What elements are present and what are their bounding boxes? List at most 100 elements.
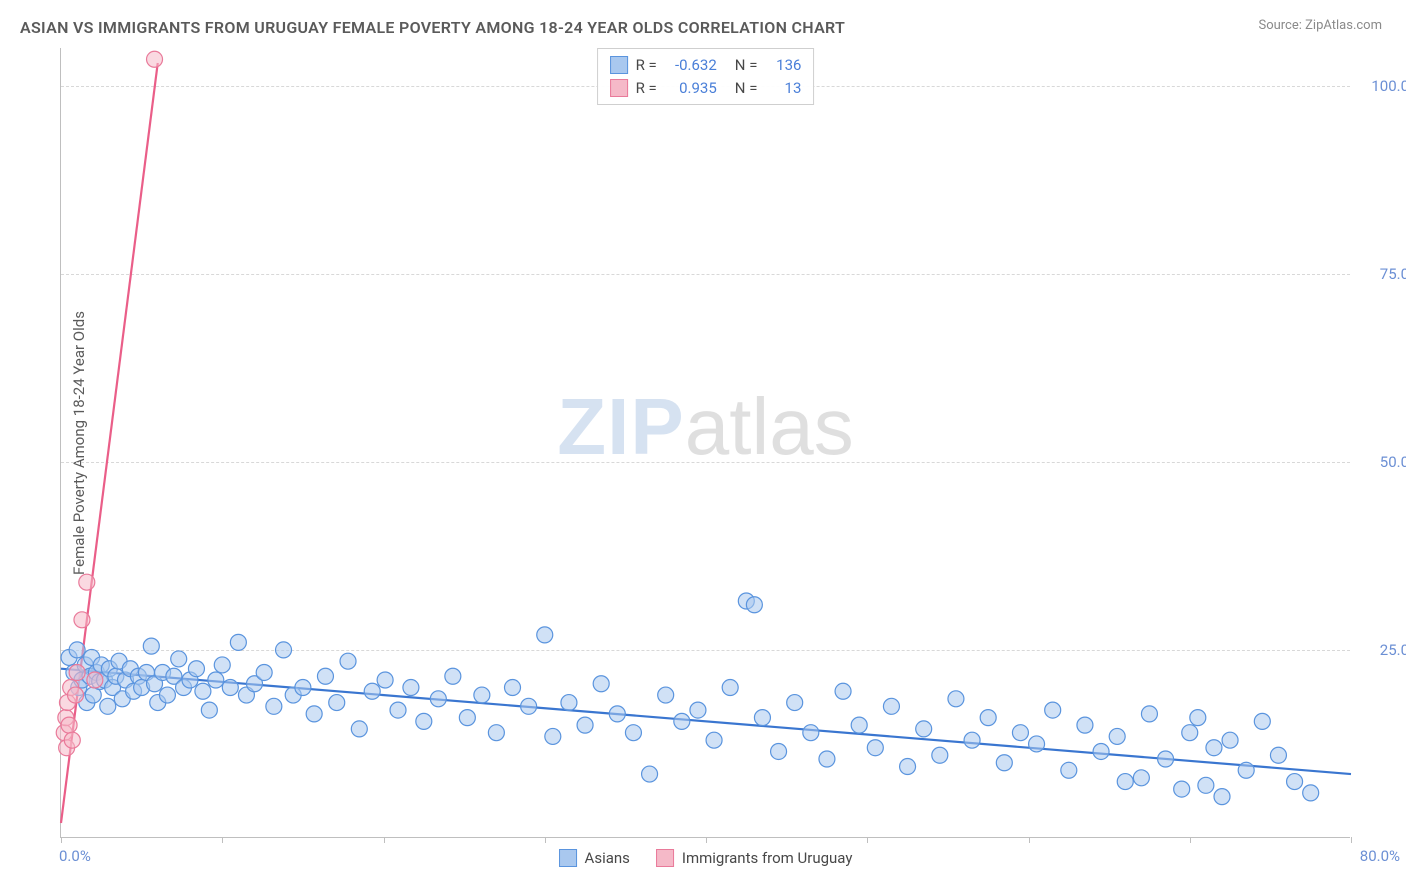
data-point [1190,710,1206,726]
data-point [1029,736,1045,752]
data-point [230,634,246,650]
data-point [1287,774,1303,790]
x-tick-label-min: 0.0% [59,847,91,865]
bottom-legend-item: Immigrants from Uruguay [656,849,853,867]
data-point [1206,740,1222,756]
data-point [867,740,883,756]
data-point [416,713,432,729]
chart-title: ASIAN VS IMMIGRANTS FROM URUGUAY FEMALE … [20,18,845,37]
data-point [851,717,867,733]
data-point [64,732,80,748]
data-point [706,732,722,748]
data-point [916,721,932,737]
data-point [1077,717,1093,733]
plot-area: Female Poverty Among 18-24 Year Olds ZIP… [60,48,1350,838]
y-tick-label: 25.0% [1360,641,1406,659]
data-point [593,676,609,692]
data-point [1012,725,1028,741]
data-point [690,702,706,718]
y-tick-label: 50.0% [1360,453,1406,471]
data-point [445,668,461,684]
scatter-svg [61,48,1350,837]
data-point [488,725,504,741]
data-point [306,706,322,722]
data-point [1174,781,1190,797]
data-point [266,698,282,714]
data-point [658,687,674,703]
data-point [1238,762,1254,778]
data-point [819,751,835,767]
data-point [195,683,211,699]
data-point [545,728,561,744]
data-point [505,680,521,696]
data-point [61,717,77,733]
bottom-legend-item: Asians [559,849,630,867]
bottom-legend: Asians Immigrants from Uruguay [559,849,853,867]
data-point [79,574,95,590]
data-point [1141,706,1157,722]
data-point [609,706,625,722]
data-point [1109,728,1125,744]
data-point [403,680,419,696]
data-point [256,664,272,680]
data-point [835,683,851,699]
data-point [171,651,187,667]
x-tick [1190,837,1191,843]
data-point [1061,762,1077,778]
data-point [69,642,85,658]
data-point [68,687,84,703]
x-tick [384,837,385,843]
data-point [787,695,803,711]
legend-label: Asians [585,849,630,867]
r-value: 0.935 [665,77,717,100]
data-point [74,612,90,628]
data-point [1222,732,1238,748]
data-point [754,710,770,726]
x-tick [222,837,223,843]
y-tick-label: 100.0% [1360,77,1406,95]
data-point [188,661,204,677]
data-point [317,668,333,684]
data-point [276,642,292,658]
data-point [1270,747,1286,763]
data-point [1158,751,1174,767]
r-label: R = [636,54,657,77]
x-tick [706,837,707,843]
data-point [329,695,345,711]
r-label: R = [636,77,657,100]
data-point [1198,777,1214,793]
data-point [996,755,1012,771]
stats-legend-row: R =-0.632N =136 [610,54,802,77]
data-point [159,687,175,703]
x-tick [61,837,62,843]
n-value: 136 [765,54,801,77]
legend-label: Immigrants from Uruguay [682,849,853,867]
r-value: -0.632 [665,54,717,77]
data-point [521,698,537,714]
n-label: N = [735,77,758,100]
data-point [771,743,787,759]
x-tick [1029,837,1030,843]
data-point [143,638,159,654]
data-point [1045,702,1061,718]
data-point [722,680,738,696]
data-point [803,725,819,741]
stats-legend: R =-0.632N =136R =0.935N =13 [597,48,815,105]
data-point [1254,713,1270,729]
data-point [474,687,490,703]
data-point [883,698,899,714]
data-point [980,710,996,726]
data-point [1117,774,1133,790]
data-point [364,683,380,699]
data-point [625,725,641,741]
data-point [377,672,393,688]
data-point [351,721,367,737]
data-point [295,680,311,696]
x-tick [1351,837,1352,843]
data-point [1303,785,1319,801]
data-point [948,691,964,707]
data-point [87,672,103,688]
data-point [459,710,475,726]
data-point [208,672,224,688]
legend-swatch [656,849,674,867]
